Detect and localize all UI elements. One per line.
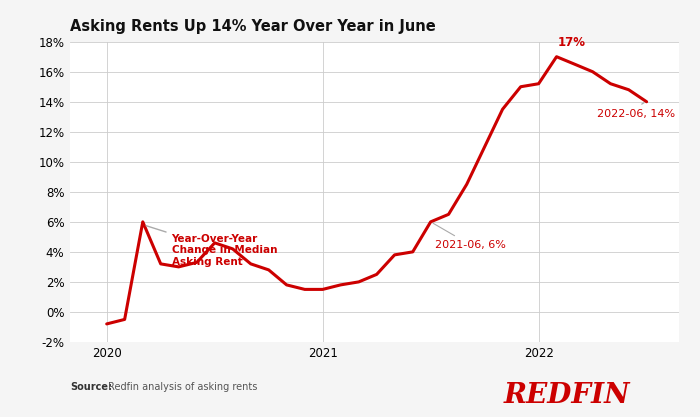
Text: 2022-06, 14%: 2022-06, 14% <box>597 103 675 119</box>
Text: Asking Rents Up 14% Year Over Year in June: Asking Rents Up 14% Year Over Year in Ju… <box>70 19 435 34</box>
Text: 2021-06, 6%: 2021-06, 6% <box>433 223 506 250</box>
Text: REDFIN: REDFIN <box>504 382 631 409</box>
Text: Year-Over-Year
Change in Median
Asking Rent: Year-Over-Year Change in Median Asking R… <box>146 226 277 267</box>
Text: Redfin analysis of asking rents: Redfin analysis of asking rents <box>108 382 258 392</box>
Text: 17%: 17% <box>558 36 586 49</box>
Text: Source:: Source: <box>70 382 112 392</box>
